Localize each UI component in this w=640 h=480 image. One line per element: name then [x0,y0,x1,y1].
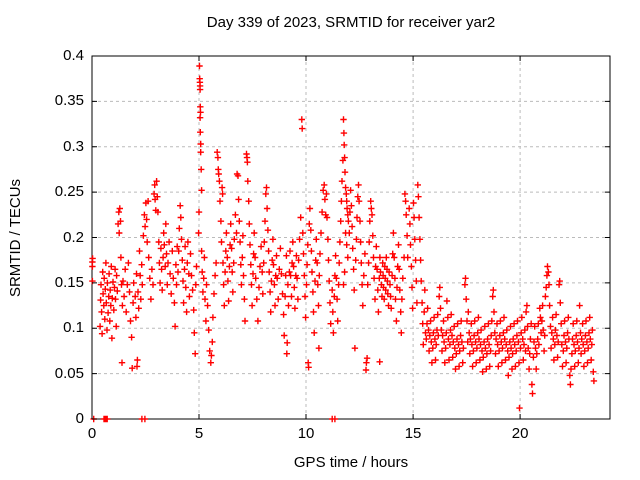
y-tick-label: 0.15 [54,273,84,291]
y-tick-label: 0.4 [63,47,84,64]
y-tick-label: 0 [75,410,84,427]
x-tick-label: 10 [297,425,315,442]
y-tick-label: 0.3 [63,137,84,155]
x-tick-label: 20 [511,425,529,442]
y-tick-label: 0.05 [54,364,84,382]
tick-marks [91,55,610,420]
y-tick-label: 0.2 [63,228,84,246]
scatter-points [89,62,598,423]
grid-lines [92,56,610,419]
y-tick-label: 0.1 [63,319,84,337]
x-axis-label: GPS time / hours [293,454,409,471]
x-tick-label: 15 [404,425,422,442]
y-tick-label: 0.35 [54,92,84,110]
x-tick-label: 5 [194,425,204,442]
x-tick-label: 0 [87,425,97,442]
y-tick-label: 0.25 [54,183,84,201]
chart-title: Day 339 of 2023, SRMTID for receiver yar… [206,14,496,31]
